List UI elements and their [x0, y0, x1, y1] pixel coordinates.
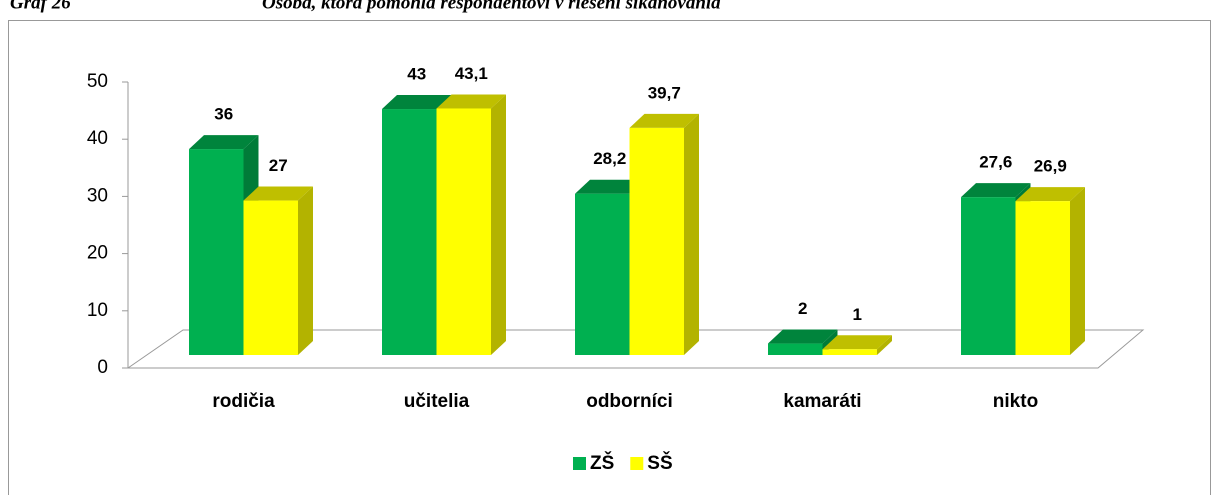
data-label: 43: [407, 65, 426, 84]
bar-top: [189, 135, 259, 150]
bar-top: [243, 186, 313, 201]
data-label: 26,9: [1034, 157, 1067, 176]
legend-swatch: [630, 457, 644, 470]
data-label: 36: [214, 105, 233, 124]
bar-top: [382, 95, 452, 110]
data-label: 28,2: [593, 149, 626, 168]
bar: [1015, 201, 1070, 355]
bar: [189, 149, 244, 355]
x-tick-label: rodičia: [212, 391, 275, 412]
bar-top: [768, 329, 838, 344]
bar: [822, 349, 877, 355]
title-band: [0, 0, 1219, 20]
bar-top: [575, 179, 645, 194]
chart-label: Graf 26: [10, 0, 71, 13]
x-tick-label: odborníci: [586, 391, 673, 412]
data-label: 1: [853, 305, 862, 324]
bar: [629, 127, 684, 355]
x-tick-label: učitelia: [404, 391, 470, 412]
floor: [126, 329, 1145, 369]
legend-label: SŠ: [647, 452, 672, 474]
y-tick-label: 10: [87, 300, 108, 321]
y-tick-label: 0: [97, 357, 108, 378]
bar-side: [1070, 187, 1085, 355]
y-tick-label: 20: [87, 243, 108, 264]
bar-top: [629, 113, 699, 128]
bar-top: [822, 335, 892, 350]
bar: [768, 343, 823, 355]
bar-side: [877, 335, 892, 355]
data-label: 27,6: [979, 153, 1012, 172]
bar-top: [961, 183, 1031, 198]
data-label: 43,1: [455, 64, 488, 83]
y-tick-label: 40: [87, 128, 108, 149]
legend-swatch: [573, 457, 586, 470]
bar: [382, 109, 437, 355]
x-tick-label: nikto: [993, 391, 1038, 412]
chart-title: Osoba, ktorá pomohla respondentovi v rie…: [262, 0, 721, 13]
bar-side: [491, 94, 506, 355]
bar: [575, 193, 630, 355]
y-tick-label: 30: [87, 185, 108, 206]
x-tick-label: kamaráti: [783, 391, 861, 412]
bar-top: [1015, 187, 1085, 202]
bar: [436, 108, 491, 355]
bar-side: [684, 113, 699, 355]
data-label: 27: [269, 156, 288, 175]
y-tick-label: 50: [87, 71, 108, 92]
bar: [961, 197, 1016, 355]
data-label: 39,7: [648, 83, 681, 102]
bar: [243, 200, 298, 355]
legend-label: ZŠ: [590, 452, 614, 474]
bar-side: [298, 186, 313, 355]
data-label: 2: [798, 299, 807, 318]
bar-top: [436, 94, 506, 109]
